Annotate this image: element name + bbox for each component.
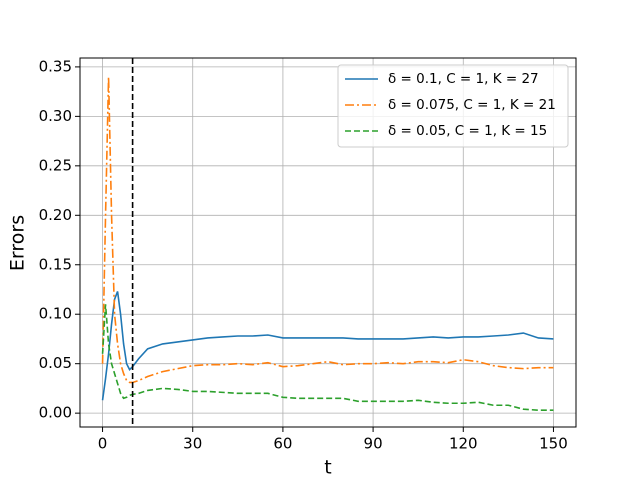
y-axis-label: Errors — [7, 215, 29, 271]
plot-frame — [79, 57, 577, 428]
data-line — [101, 76, 554, 384]
y-tick-label: 0.30 — [39, 107, 72, 125]
y-tick-label: 0.05 — [39, 354, 72, 372]
x-tick-label: 120 — [449, 435, 478, 453]
y-tick-label: 0.10 — [39, 305, 72, 323]
x-tick-label: 150 — [539, 435, 568, 453]
x-tick-label: 90 — [364, 435, 383, 453]
data-line — [101, 291, 554, 401]
legend-box — [337, 64, 569, 148]
y-tick-label: 0.15 — [39, 255, 72, 273]
legend-label: δ = 0.075, C = 1, K = 21 — [388, 97, 556, 113]
y-tick-label: 0.00 — [39, 404, 72, 422]
y-tick-label: 0.25 — [39, 156, 72, 174]
x-tick-label: 60 — [273, 435, 292, 453]
x-axis-label: t — [324, 457, 331, 479]
y-tick-label: 0.35 — [39, 57, 72, 75]
legend-label: δ = 0.05, C = 1, K = 15 — [388, 123, 547, 139]
data-line — [101, 304, 554, 411]
legend-label: δ = 0.1, C = 1, K = 27 — [388, 71, 539, 87]
y-tick-label: 0.20 — [39, 206, 72, 224]
x-tick-label: 0 — [98, 435, 108, 453]
x-tick-label: 30 — [183, 435, 202, 453]
